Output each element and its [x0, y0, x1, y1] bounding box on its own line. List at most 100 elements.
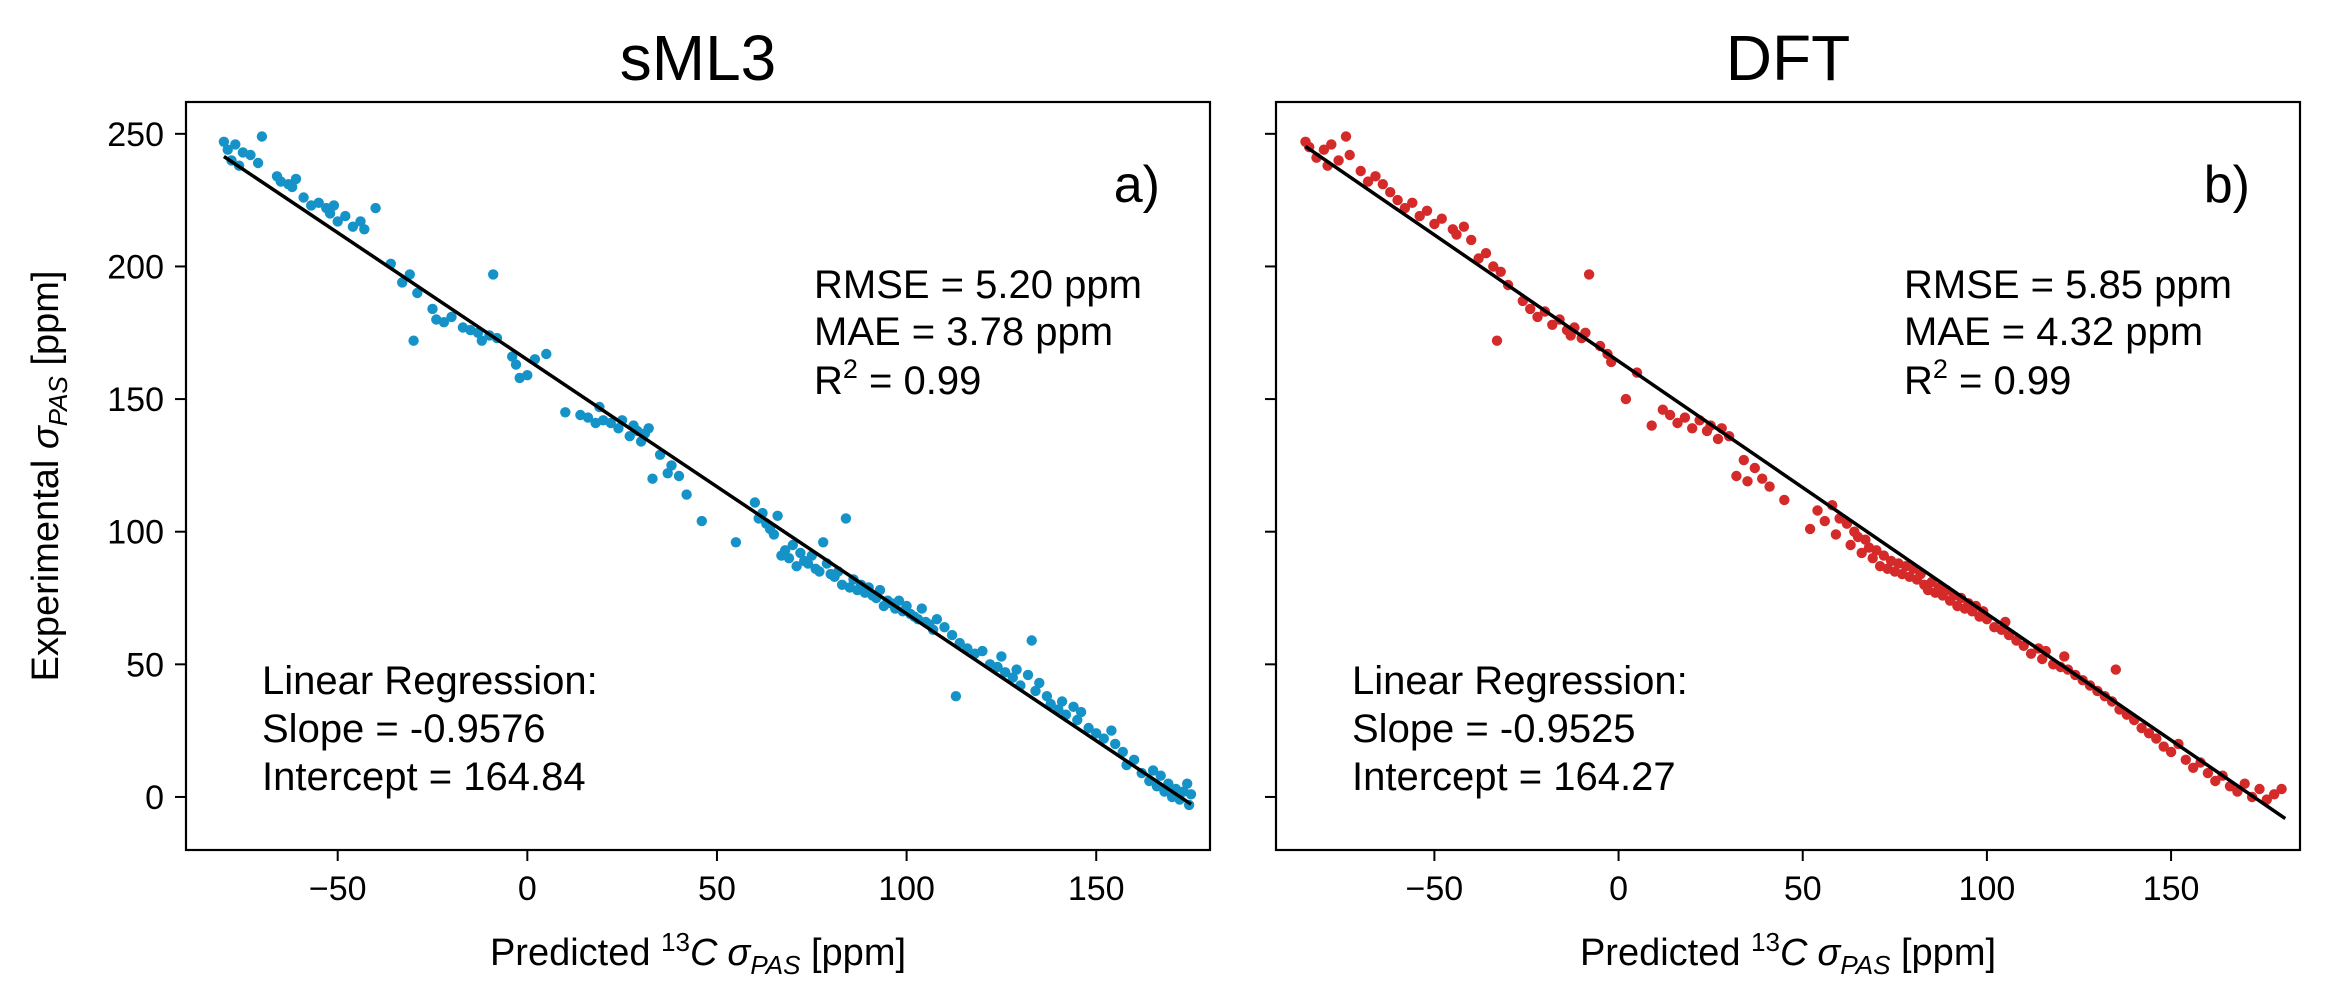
data-point	[1565, 330, 1576, 341]
data-point	[1731, 470, 1742, 482]
data-point	[2188, 762, 2199, 773]
data-point	[977, 645, 988, 657]
data-point	[324, 208, 336, 219]
x-axis-label-element: C	[1780, 932, 1808, 974]
data-point	[1646, 420, 1657, 431]
data-point	[1657, 404, 1669, 415]
y-tick-label: 200	[107, 248, 164, 286]
data-point	[1326, 139, 1337, 150]
data-point	[2037, 653, 2048, 665]
data-point	[332, 216, 343, 227]
data-point	[582, 412, 594, 423]
data-point	[1742, 476, 1753, 487]
slope-text: Slope = -0.9576	[262, 707, 546, 751]
data-point	[476, 335, 487, 346]
data-point	[1779, 494, 1790, 506]
data-point	[1106, 725, 1117, 736]
data-point	[2210, 775, 2221, 787]
data-point	[1000, 667, 1011, 678]
data-point	[1377, 179, 1389, 190]
x-tick-label: 0	[1609, 870, 1628, 908]
data-point	[1812, 505, 1823, 516]
y-tick-label: 100	[107, 514, 164, 552]
x-tick-label: 100	[878, 870, 935, 908]
data-point	[256, 131, 268, 142]
plot-frame	[184, 100, 1212, 852]
data-point	[1117, 746, 1129, 758]
r2-value: = 0.99	[858, 359, 981, 403]
data-point	[613, 423, 624, 434]
data-point	[1867, 553, 1878, 564]
data-point	[1026, 635, 1037, 646]
data-point	[541, 348, 552, 360]
data-point	[427, 303, 438, 315]
intercept-text: Intercept = 164.27	[1352, 755, 1676, 799]
data-point	[939, 622, 950, 633]
data-point	[1757, 473, 1768, 484]
data-point	[787, 539, 798, 551]
data-point	[768, 529, 780, 540]
plot-frame	[1274, 100, 2302, 852]
data-point	[1185, 789, 1197, 800]
data-point	[230, 139, 241, 150]
x-tick-label: 0	[518, 870, 537, 908]
data-point	[1333, 155, 1344, 166]
data-point	[1525, 303, 1536, 315]
data-point	[1749, 462, 1761, 474]
data-point	[1075, 706, 1087, 718]
data-point	[1473, 253, 1484, 264]
data-point	[1672, 417, 1683, 429]
data-point	[1091, 728, 1102, 739]
x-tick-label: −50	[309, 870, 367, 908]
data-point	[1860, 534, 1871, 545]
data-point	[1110, 738, 1121, 750]
y-axis-label: Experimental σPAS [ppm]	[25, 271, 73, 682]
data-point	[1030, 685, 1041, 697]
data-point	[1147, 765, 1159, 776]
x-axis-label-prefix: Predicted	[490, 932, 661, 974]
data-point	[2180, 754, 2191, 765]
data-point	[996, 651, 1007, 662]
x-axis-label-element: C	[690, 932, 718, 974]
y-tick-label: 150	[107, 381, 164, 419]
data-point	[1034, 677, 1045, 689]
rmse-text: RMSE = 5.20 ppm	[814, 263, 1142, 307]
data-point	[2276, 783, 2287, 795]
data-point	[1392, 194, 1403, 206]
data-point	[1399, 202, 1411, 214]
x-axis-label-isotope: 13	[1751, 927, 1780, 957]
data-point	[946, 629, 958, 641]
data-point	[1362, 176, 1374, 187]
r2-superscript: 2	[1933, 354, 1948, 384]
data-point	[1830, 529, 1842, 540]
x-axis-label: Predicted 13C σPAS [ppm]	[1580, 927, 1996, 980]
data-point	[2110, 664, 2121, 675]
data-point	[359, 224, 370, 235]
mae-text: MAE = 4.32 ppm	[1904, 310, 2203, 354]
data-point	[1072, 714, 1083, 726]
data-point	[2202, 767, 2214, 779]
data-point	[643, 423, 654, 434]
data-point	[245, 149, 256, 161]
data-point	[2136, 722, 2147, 734]
data-point	[347, 221, 359, 232]
data-point	[510, 359, 522, 370]
x-axis-label-subscript: PAS	[750, 950, 801, 980]
data-point	[696, 515, 707, 527]
data-point	[1385, 187, 1396, 198]
data-point	[802, 558, 814, 569]
data-point	[1466, 234, 1477, 246]
intercept-text: Intercept = 164.84	[262, 755, 586, 799]
data-point	[1344, 149, 1355, 161]
y-tick-label: 0	[145, 779, 164, 817]
data-point	[412, 287, 423, 299]
data-point	[1436, 213, 1448, 224]
data-point	[1804, 523, 1816, 535]
scatter-series	[1300, 131, 2287, 805]
regression-line	[1304, 145, 2287, 820]
x-axis-label-symbol: σ	[727, 932, 752, 974]
data-point	[507, 351, 518, 362]
chart-title: sML3	[620, 22, 777, 94]
data-point	[662, 468, 673, 479]
